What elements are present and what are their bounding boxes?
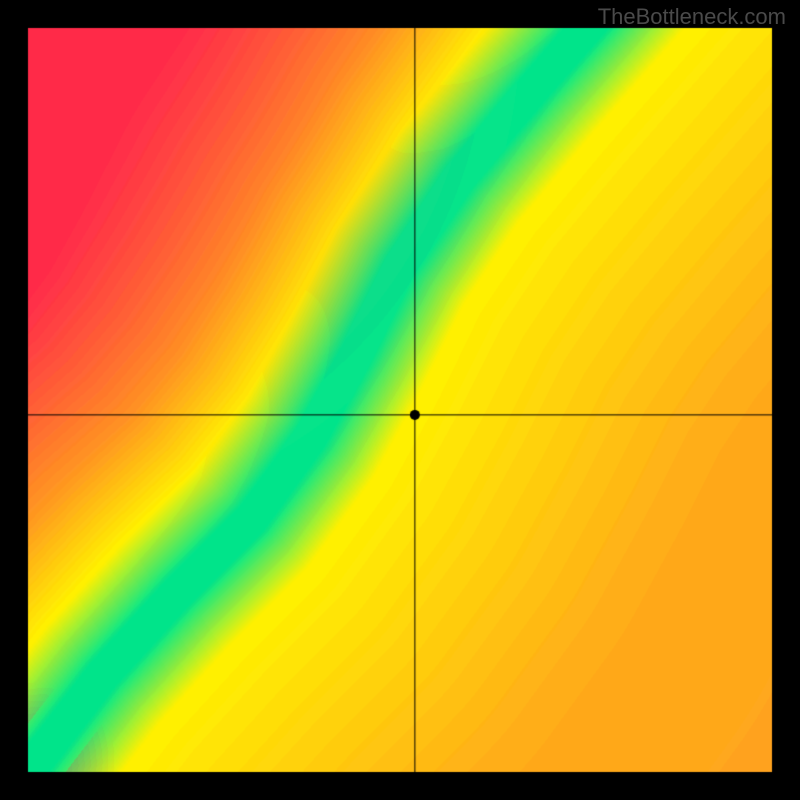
heatmap-container: TheBottleneck.com: [0, 0, 800, 800]
heatmap-canvas: [0, 0, 800, 800]
watermark-text: TheBottleneck.com: [598, 4, 786, 30]
